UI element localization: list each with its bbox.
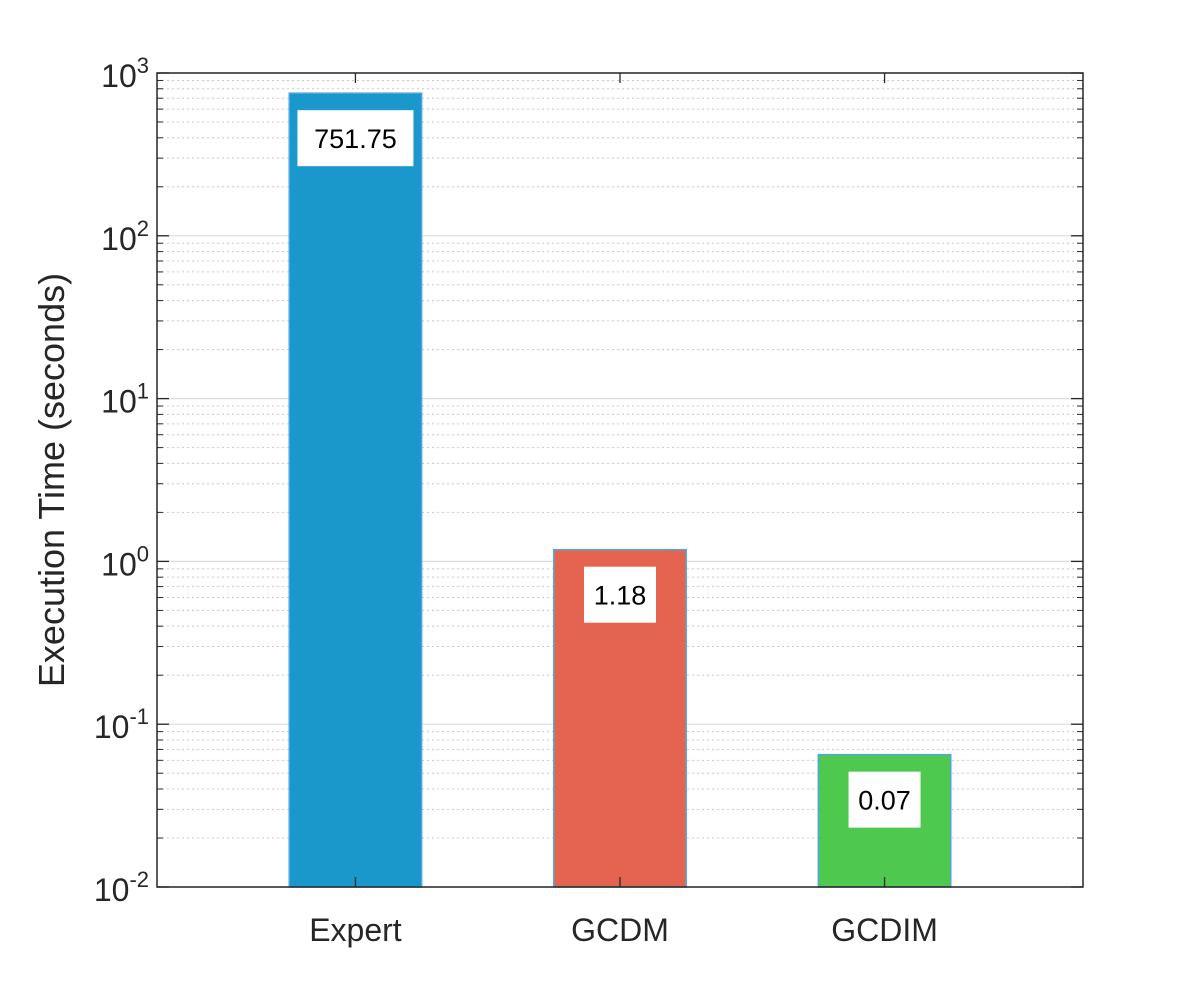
data-label-box <box>297 110 414 167</box>
x-tick-label: GCDM <box>571 912 669 948</box>
bars: 751.75 1.18 0.07 <box>288 92 952 888</box>
y-tick-label: 100 <box>101 541 149 582</box>
tick-labels: 10-2 10-1 100 101 102 103 Expert GCDM GCDIM <box>94 53 938 948</box>
data-label: 1.18 <box>594 581 647 611</box>
data-label-box <box>584 566 656 623</box>
bar-expert <box>288 92 423 888</box>
y-axis-label: Execution Time (seconds) <box>31 273 72 687</box>
axis-ticks <box>157 72 1083 888</box>
data-label-box <box>848 771 921 828</box>
y-tick-label: 103 <box>101 53 149 94</box>
x-tick-label: GCDIM <box>831 912 938 948</box>
y-tick-label: 101 <box>101 379 149 420</box>
data-label: 751.75 <box>314 124 397 154</box>
x-tick-label: Expert <box>309 912 402 948</box>
y-tick-label: 10-2 <box>94 867 149 908</box>
y-tick-label: 102 <box>101 216 149 257</box>
y-tick-label: 10-1 <box>94 704 149 745</box>
data-label: 0.07 <box>858 786 911 816</box>
